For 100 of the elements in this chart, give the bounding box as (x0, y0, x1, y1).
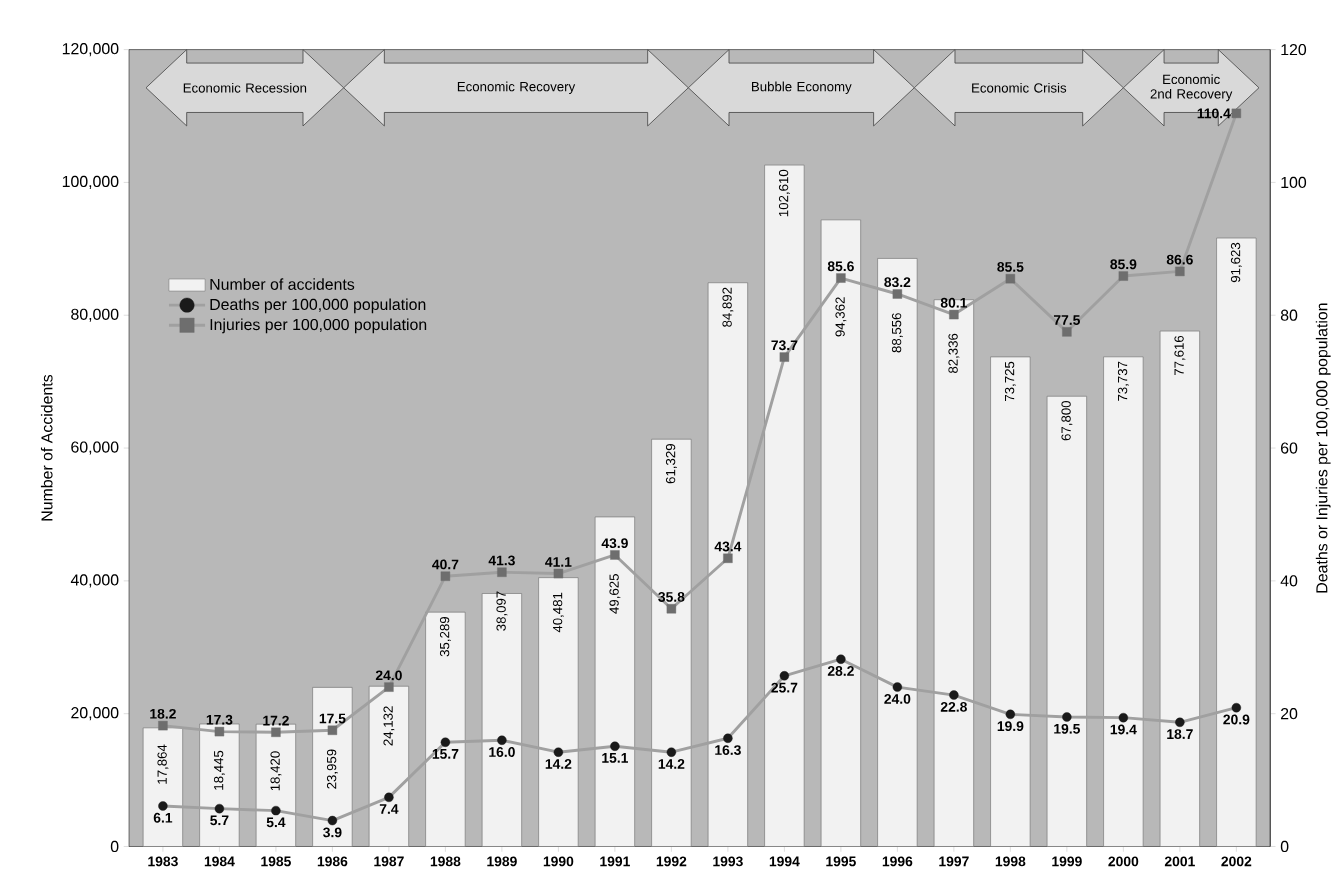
bar (990, 356, 1031, 847)
point (723, 553, 733, 563)
point (553, 568, 564, 579)
x-tick-label: 1989 (487, 856, 517, 867)
point (836, 654, 846, 664)
x-tick-label: 2002 (1221, 856, 1252, 867)
x-tick-label: 1983 (148, 856, 178, 867)
legend-label: Injuries per 100,000 population (210, 318, 427, 334)
data-label: 18.2 (150, 708, 176, 719)
y2-axis-title: Deaths or Injuries per 100,000 population (1315, 303, 1331, 593)
data-label: 88,556 (891, 313, 903, 353)
bar (312, 686, 353, 847)
data-label: 38,097 (496, 591, 508, 631)
point (610, 550, 620, 560)
data-label: 5.4 (266, 817, 286, 828)
point (1005, 709, 1016, 719)
point (892, 682, 903, 692)
x-tick-label: 1996 (882, 856, 913, 867)
y-tick-label: 60,000 (71, 441, 119, 455)
point (497, 735, 507, 745)
bar (594, 516, 635, 847)
point (1005, 273, 1016, 284)
y2-tick-label: 120 (1281, 43, 1307, 56)
x-tick-label: 1999 (1052, 856, 1082, 867)
data-label: 35.8 (658, 591, 685, 602)
point (779, 671, 790, 681)
point (1062, 327, 1072, 337)
data-label: 17,864 (157, 744, 169, 784)
bar (1103, 356, 1144, 847)
data-label: 23,959 (326, 749, 338, 789)
point (949, 690, 959, 700)
point (271, 805, 281, 816)
point (610, 741, 620, 751)
point (1118, 712, 1129, 723)
point (1231, 108, 1242, 118)
bar (651, 438, 692, 847)
legend-label: Number of accidents (210, 278, 355, 290)
x-tick-label: 1987 (374, 856, 404, 867)
data-label: 35,289 (439, 616, 451, 657)
data-label: 73,725 (1004, 361, 1016, 401)
point (666, 603, 677, 614)
point (1175, 717, 1185, 727)
point (949, 309, 959, 320)
bar (1159, 330, 1200, 847)
bar (1046, 395, 1087, 847)
bar (933, 299, 974, 847)
data-label: 16.0 (489, 747, 515, 757)
data-label: 24.0 (884, 693, 911, 704)
annotation: Bubble Economy (752, 81, 852, 94)
x-tick-label: 2000 (1108, 856, 1139, 867)
bar (764, 164, 805, 847)
data-label: 3.9 (323, 827, 342, 838)
data-label: 40,481 (552, 592, 564, 633)
data-label: 94,362 (835, 297, 847, 337)
data-label: 43.9 (601, 538, 628, 548)
data-label: 6.1 (153, 812, 173, 823)
x-tick-label: 1990 (543, 856, 574, 867)
point (384, 792, 394, 802)
data-label: 67,800 (1061, 400, 1073, 441)
data-label: 73,737 (1117, 361, 1129, 401)
y-tick-label: 80,000 (71, 308, 119, 322)
bar (820, 219, 861, 847)
x-tick-label: 1986 (317, 856, 348, 867)
data-label: 61,329 (665, 443, 677, 484)
bar (877, 257, 918, 847)
y2-tick-label: 0 (1280, 840, 1289, 852)
bar (1216, 237, 1257, 847)
data-label: 73.7 (771, 340, 798, 351)
bar (199, 723, 240, 847)
bar (425, 611, 466, 847)
point (1231, 702, 1242, 713)
data-label: 16.3 (715, 745, 741, 755)
point (384, 682, 394, 692)
x-tick-label: 1988 (430, 856, 461, 867)
data-label: 20.9 (1223, 714, 1250, 725)
data-label: 40.7 (432, 559, 459, 570)
point (158, 720, 168, 731)
point (1062, 712, 1072, 722)
annotation: Economic 2nd Recovery (1150, 74, 1233, 102)
x-tick-label: 1995 (826, 856, 856, 867)
y2-tick-label: 20 (1281, 707, 1298, 720)
y2-tick-label: 40 (1280, 575, 1298, 587)
point (327, 815, 338, 826)
bar (481, 593, 522, 847)
x-tick-label: 1997 (939, 856, 969, 867)
data-label: 19.4 (1110, 724, 1137, 735)
data-label: 17.5 (319, 713, 346, 724)
legend-label: Deaths per 100,000 population (210, 298, 426, 314)
data-label: 85.6 (827, 261, 854, 272)
data-label: 14.2 (545, 758, 572, 769)
point (327, 725, 338, 735)
point (553, 747, 564, 757)
y-tick-label: 0 (110, 840, 119, 852)
data-label: 82,336 (948, 333, 960, 373)
data-label: 5.7 (210, 815, 229, 826)
x-tick-label: 1992 (656, 856, 687, 867)
data-label: 17.3 (206, 714, 233, 725)
point (892, 289, 903, 299)
point (214, 726, 225, 737)
x-tick-label: 1991 (600, 856, 630, 867)
